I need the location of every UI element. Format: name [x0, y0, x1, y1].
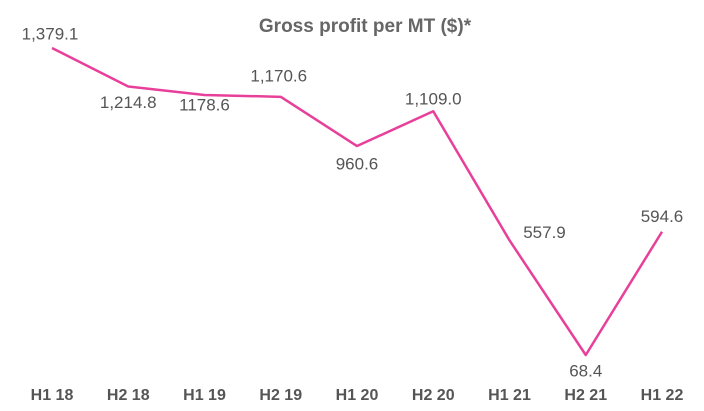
value-label: 1,379.1: [22, 24, 79, 43]
value-label: 594.6: [641, 207, 684, 226]
value-label: 1,214.8: [100, 93, 157, 112]
x-tick-label: H1 20: [336, 387, 379, 404]
x-tick-label: H1 19: [183, 387, 226, 404]
line: [51, 46, 664, 357]
x-tick-label: H2 19: [259, 387, 302, 404]
x-tick-label: H1 21: [488, 387, 531, 404]
x-tick-label: H1 22: [641, 387, 684, 404]
x-tick-label: H2 18: [107, 387, 150, 404]
value-label: 960.6: [336, 155, 379, 174]
value-label: 68.4: [569, 361, 602, 380]
value-label: 557.9: [523, 223, 566, 242]
value-label: 1178.6: [179, 95, 230, 114]
value-label: 1,109.0: [405, 90, 462, 109]
x-tick-label: H1 18: [31, 387, 74, 404]
x-tick-label: H2 20: [412, 387, 455, 404]
chart-title: Gross profit per MT ($)*: [259, 16, 472, 37]
x-tick-label: H2 21: [564, 387, 607, 404]
value-label: 1,170.6: [250, 66, 307, 85]
